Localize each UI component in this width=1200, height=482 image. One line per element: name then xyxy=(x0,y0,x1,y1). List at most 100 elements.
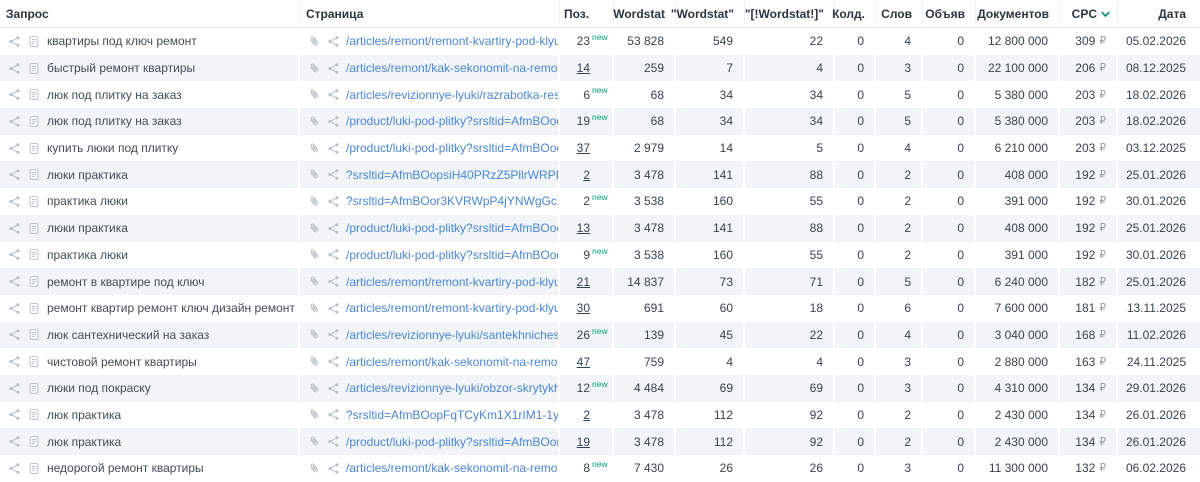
paperclip-icon[interactable] xyxy=(308,35,321,48)
position-link[interactable]: 2 xyxy=(583,407,590,422)
page-link[interactable]: ?srsltid=AfmBOor3KVRWpP4jYNWgGcXB... xyxy=(346,194,558,209)
page-link[interactable]: /articles/remont/remont-kvartiry-pod-kly… xyxy=(346,301,558,316)
share-icon[interactable] xyxy=(8,382,21,395)
document-icon[interactable] xyxy=(28,62,40,75)
column-header-position[interactable]: Поз. xyxy=(560,0,614,27)
paperclip-icon[interactable] xyxy=(308,248,321,261)
position-link[interactable]: 30 xyxy=(576,301,590,316)
share-icon[interactable] xyxy=(327,462,340,475)
document-icon[interactable] xyxy=(28,462,40,475)
share-icon[interactable] xyxy=(327,88,340,101)
page-link[interactable]: /articles/remont/kak-sekonomit-na-remo..… xyxy=(346,61,558,76)
column-header-query[interactable]: Запрос xyxy=(0,0,300,27)
column-header-page[interactable]: Страница xyxy=(300,0,560,27)
share-icon[interactable] xyxy=(327,328,340,341)
share-icon[interactable] xyxy=(327,35,340,48)
document-icon[interactable] xyxy=(28,408,40,421)
share-icon[interactable] xyxy=(327,115,340,128)
column-header-date[interactable]: Дата xyxy=(1158,6,1186,21)
column-header-words[interactable]: Слов xyxy=(876,0,923,27)
page-link[interactable]: /product/luki-pod-plitky?srsltid=AfmBOoc… xyxy=(346,221,558,236)
paperclip-icon[interactable] xyxy=(308,275,321,288)
share-icon[interactable] xyxy=(327,302,340,315)
page-link[interactable]: /product/luki-pod-plitky?srsltid=AfmBOoc… xyxy=(346,141,558,156)
paperclip-icon[interactable] xyxy=(308,382,321,395)
document-icon[interactable] xyxy=(28,222,40,235)
share-icon[interactable] xyxy=(8,435,21,448)
column-header-cpc[interactable]: CPC xyxy=(1060,0,1118,27)
paperclip-icon[interactable] xyxy=(308,195,321,208)
document-icon[interactable] xyxy=(28,328,40,341)
document-icon[interactable] xyxy=(28,195,40,208)
share-icon[interactable] xyxy=(8,248,21,261)
position-link[interactable]: 19 xyxy=(576,434,590,449)
page-link[interactable]: /articles/remont/remont-kvartiry-pod-kly… xyxy=(346,34,558,49)
share-icon[interactable] xyxy=(8,168,21,181)
page-link[interactable]: ?srsltid=AfmBOopsiH40PRzZ5PllrWRPBV... xyxy=(346,167,558,182)
share-icon[interactable] xyxy=(8,462,21,475)
page-link[interactable]: /articles/remont/kak-sekonomit-na-remo..… xyxy=(346,354,558,369)
position-link[interactable]: 13 xyxy=(576,221,590,236)
page-link[interactable]: /articles/revizionnye-lyuki/obzor-skryty… xyxy=(346,381,558,396)
position-link[interactable]: 47 xyxy=(576,354,590,369)
share-icon[interactable] xyxy=(8,302,21,315)
document-icon[interactable] xyxy=(28,168,40,181)
paperclip-icon[interactable] xyxy=(308,355,321,368)
share-icon[interactable] xyxy=(8,355,21,368)
document-icon[interactable] xyxy=(28,35,40,48)
position-link[interactable]: 14 xyxy=(576,61,590,76)
position-link[interactable]: 21 xyxy=(576,274,590,289)
paperclip-icon[interactable] xyxy=(308,88,321,101)
share-icon[interactable] xyxy=(327,408,340,421)
share-icon[interactable] xyxy=(327,62,340,75)
column-header-wordstat-phrase[interactable]: "Wordstat" xyxy=(671,0,745,27)
share-icon[interactable] xyxy=(327,435,340,448)
paperclip-icon[interactable] xyxy=(308,168,321,181)
position-link[interactable]: 2 xyxy=(583,167,590,182)
column-header-documents[interactable]: Документов xyxy=(976,0,1060,27)
page-link[interactable]: /articles/revizionnye-lyuki/santekhniche… xyxy=(346,327,558,342)
share-icon[interactable] xyxy=(8,195,21,208)
paperclip-icon[interactable] xyxy=(308,115,321,128)
page-link[interactable]: /articles/revizionnye-lyuki/razrabotka-r… xyxy=(346,87,558,102)
document-icon[interactable] xyxy=(28,88,40,101)
share-icon[interactable] xyxy=(327,168,340,181)
document-icon[interactable] xyxy=(28,302,40,315)
page-link[interactable]: ?srsltid=AfmBOopFqTCyKm1X1rIM1-1yIG... xyxy=(346,407,558,422)
page-link[interactable]: /articles/remont/kak-sekonomit-na-remo..… xyxy=(346,461,558,476)
paperclip-icon[interactable] xyxy=(308,222,321,235)
page-link[interactable]: /product/luki-pod-plitky?srsltid=AfmBOoq… xyxy=(346,247,558,262)
share-icon[interactable] xyxy=(327,382,340,395)
document-icon[interactable] xyxy=(28,355,40,368)
share-icon[interactable] xyxy=(8,62,21,75)
document-icon[interactable] xyxy=(28,248,40,261)
page-link[interactable]: /product/luki-pod-plitky?srsltid=AfmBOoq… xyxy=(346,114,558,129)
page-link[interactable]: /articles/remont/remont-kvartiry-pod-kly… xyxy=(346,274,558,289)
paperclip-icon[interactable] xyxy=(308,142,321,155)
share-icon[interactable] xyxy=(327,195,340,208)
share-icon[interactable] xyxy=(8,328,21,341)
paperclip-icon[interactable] xyxy=(308,408,321,421)
share-icon[interactable] xyxy=(327,142,340,155)
document-icon[interactable] xyxy=(28,275,40,288)
paperclip-icon[interactable] xyxy=(308,462,321,475)
document-icon[interactable] xyxy=(28,435,40,448)
paperclip-icon[interactable] xyxy=(308,435,321,448)
document-icon[interactable] xyxy=(28,115,40,128)
position-link[interactable]: 37 xyxy=(576,141,590,156)
share-icon[interactable] xyxy=(8,275,21,288)
column-header-wordstat[interactable]: Wordstat xyxy=(613,0,676,27)
column-header-koldun[interactable]: Колд. xyxy=(832,0,876,27)
share-icon[interactable] xyxy=(327,248,340,261)
document-icon[interactable] xyxy=(28,382,40,395)
document-icon[interactable] xyxy=(28,142,40,155)
share-icon[interactable] xyxy=(8,142,21,155)
column-header-ads[interactable]: Объяв xyxy=(923,0,976,27)
share-icon[interactable] xyxy=(327,275,340,288)
column-header-wordstat-exact[interactable]: "[!Wordstat!]" xyxy=(745,0,835,27)
share-icon[interactable] xyxy=(327,222,340,235)
share-icon[interactable] xyxy=(8,35,21,48)
share-icon[interactable] xyxy=(8,88,21,101)
share-icon[interactable] xyxy=(8,222,21,235)
paperclip-icon[interactable] xyxy=(308,328,321,341)
